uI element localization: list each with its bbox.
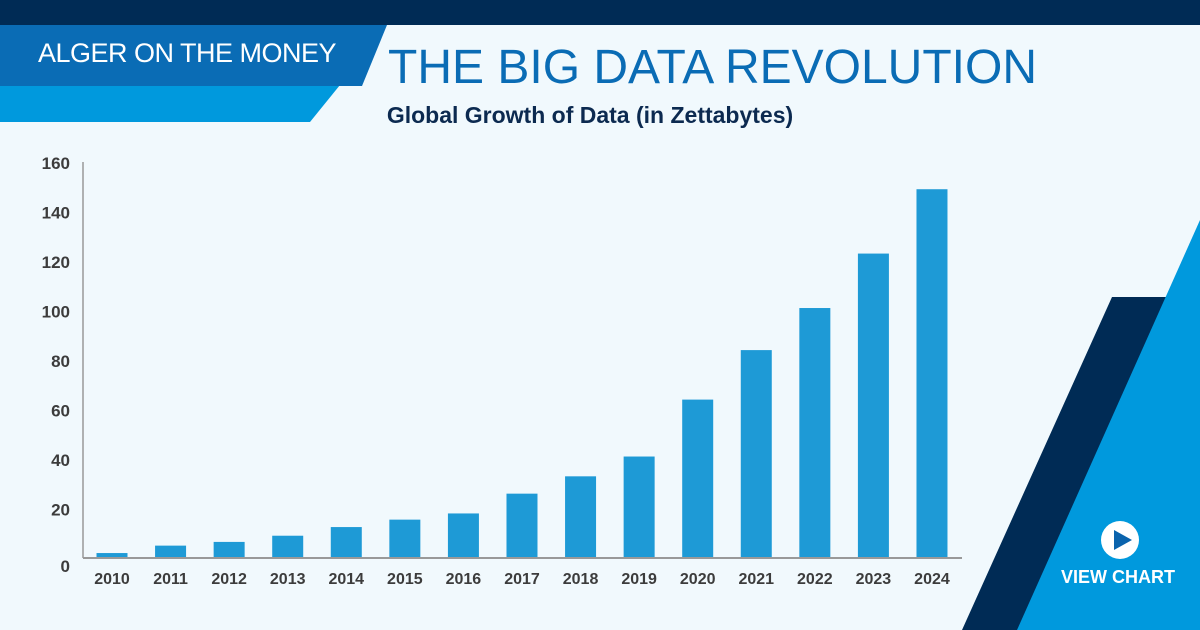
play-icon[interactable] xyxy=(1101,521,1139,559)
y-tick-label: 140 xyxy=(42,204,70,223)
x-tick-label: 2015 xyxy=(387,571,423,588)
x-tick-label: 2024 xyxy=(914,571,950,588)
bar-2020 xyxy=(682,399,714,558)
bar-2017 xyxy=(506,493,538,558)
x-tick-label: 2014 xyxy=(328,571,364,588)
brand-label: ALGER ON THE MONEY xyxy=(38,38,337,68)
x-tick-label: 2022 xyxy=(797,571,833,588)
bar-2011 xyxy=(155,545,187,558)
blue-stripe xyxy=(1017,220,1200,630)
bar-2012 xyxy=(213,541,245,558)
bar-2013 xyxy=(272,535,304,558)
x-tick-label: 2017 xyxy=(504,571,540,588)
bar-chart: 0 20 40 60 80 100 120 140 160 2010 2011 2012 2013 201… xyxy=(42,154,962,588)
x-tick-label: 2010 xyxy=(94,571,130,588)
bar-2019 xyxy=(623,456,655,558)
y-tick-label: 0 xyxy=(61,557,70,576)
bar-2021 xyxy=(740,350,772,558)
x-tick-label: 2011 xyxy=(153,571,188,588)
page-title: THE BIG DATA REVOLUTION xyxy=(388,41,1037,94)
y-tick-label: 20 xyxy=(51,501,70,520)
y-tick-label: 40 xyxy=(51,451,70,470)
view-chart-button[interactable]: VIEW CHART xyxy=(1061,567,1175,587)
bar-2024 xyxy=(916,189,948,558)
x-tick-label: 2020 xyxy=(680,571,716,588)
x-tick-label: 2018 xyxy=(563,571,599,588)
bar-2018 xyxy=(565,476,597,558)
chart-title: Global Growth of Data (in Zettabytes) xyxy=(386,102,794,128)
y-tick-label: 120 xyxy=(42,253,70,272)
top-bar xyxy=(0,0,1200,25)
bar-2015 xyxy=(389,519,421,558)
x-tick-label: 2013 xyxy=(270,571,306,588)
x-tick-label: 2021 xyxy=(738,571,774,588)
bar-2016 xyxy=(447,513,479,558)
banner xyxy=(0,25,387,86)
x-tick-label: 2023 xyxy=(856,571,892,588)
x-tick-label: 2019 xyxy=(621,571,657,588)
banner-accent xyxy=(0,85,340,122)
y-tick-label: 80 xyxy=(51,352,70,371)
bar-2022 xyxy=(799,308,831,558)
bar-2014 xyxy=(330,527,362,558)
y-tick-label: 100 xyxy=(42,303,70,322)
x-tick-label: 2016 xyxy=(446,571,482,588)
y-tick-label: 160 xyxy=(42,154,70,173)
bar-2010 xyxy=(96,553,128,558)
y-tick-label: 60 xyxy=(51,402,70,421)
bar-2023 xyxy=(857,253,889,558)
x-tick-label: 2012 xyxy=(211,571,247,588)
